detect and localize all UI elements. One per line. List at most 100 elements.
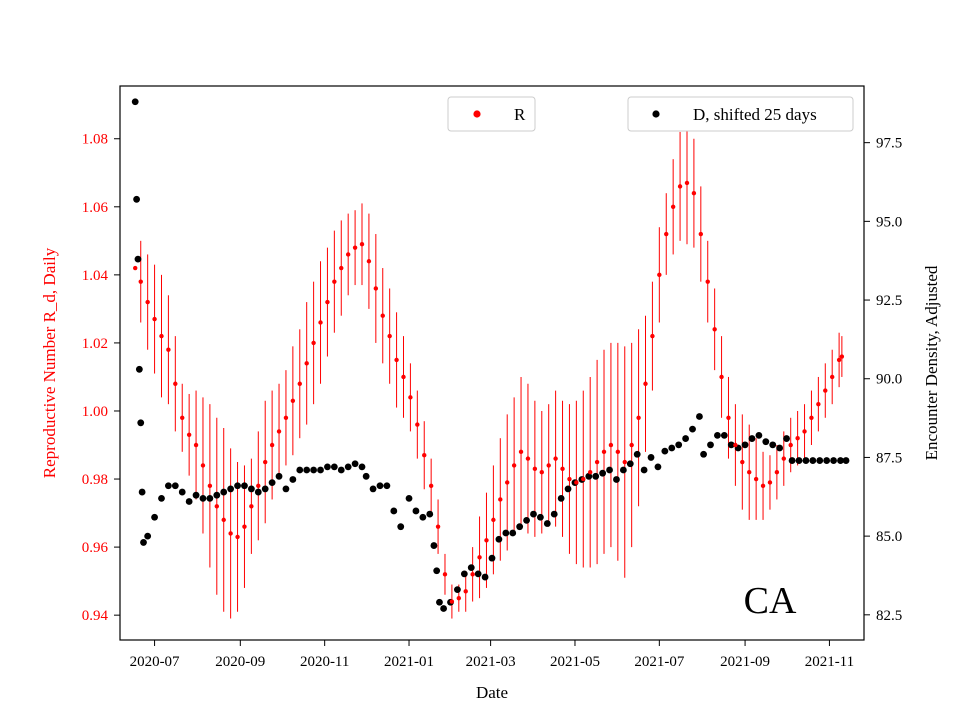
d-point (696, 413, 703, 420)
d-point (626, 460, 634, 468)
d-point (495, 535, 503, 543)
d-point (433, 567, 441, 575)
r-point (456, 595, 462, 601)
r-point (774, 470, 780, 475)
d-point (783, 435, 790, 442)
d-point (606, 466, 613, 474)
d-point (823, 457, 831, 464)
r-point (221, 517, 226, 523)
d-point (474, 570, 482, 578)
d-point (440, 605, 447, 612)
y-right-tick-label: 87.5 (876, 450, 902, 466)
d-point (282, 485, 290, 493)
d-point (261, 485, 269, 493)
r-point (304, 361, 309, 366)
r-point (747, 470, 752, 475)
y-axis-left: 0.94 0.96 0.98 1.00 1.02 1.04 1.06 1.08 (82, 132, 120, 624)
d-point (227, 485, 235, 493)
d-point (557, 494, 565, 502)
r-point (394, 357, 399, 363)
y-axis-right: 82.5 85.0 87.5 90.0 92.5 95.0 97.5 (864, 136, 902, 624)
d-point (178, 488, 186, 496)
x-axis: 2020-07 2020-09 2020-11 2021-01 2021-03 2021-… (130, 640, 854, 670)
r-point (836, 357, 842, 363)
d-point (165, 482, 172, 490)
d-point (254, 488, 262, 496)
r-point (283, 415, 289, 420)
d-point (714, 431, 721, 439)
r-point (463, 589, 468, 594)
d-point (330, 463, 338, 471)
r-point (214, 504, 220, 509)
d-point (550, 510, 558, 518)
r-point (477, 555, 482, 560)
d-series-points (131, 98, 850, 612)
d-point (397, 523, 405, 531)
r-point (712, 327, 717, 332)
d-point (762, 438, 770, 446)
r-point (145, 299, 150, 305)
r-point (166, 347, 171, 352)
r-point (290, 398, 296, 403)
r-point (442, 572, 448, 577)
d-point (362, 472, 370, 480)
d-point (337, 466, 345, 474)
r-point (276, 429, 282, 434)
r-point (726, 415, 731, 420)
r-point (449, 599, 455, 604)
d-point (310, 466, 318, 474)
r-point (643, 381, 648, 386)
r-point (159, 333, 164, 339)
x-tick-label: 2021-11 (805, 654, 854, 670)
r-point (401, 374, 406, 380)
d-point (192, 491, 200, 499)
legend-r-box (447, 96, 536, 132)
r-point (839, 354, 845, 359)
d-point (675, 441, 683, 449)
d-point (619, 466, 627, 474)
r-point (152, 316, 157, 322)
d-point (599, 469, 607, 477)
d-point (412, 507, 420, 515)
r-point (242, 524, 247, 529)
d-point (460, 570, 468, 578)
d-point (296, 466, 304, 474)
d-point (585, 472, 593, 480)
r-point (650, 333, 655, 339)
y-left-tick-label: 1.02 (82, 336, 108, 352)
d-point (390, 507, 398, 515)
d-point (351, 460, 359, 468)
d-point (816, 457, 824, 464)
d-point (138, 488, 146, 496)
y-left-tick-label: 1.04 (82, 268, 109, 284)
d-point (303, 466, 311, 474)
d-point (788, 457, 796, 464)
x-tick-label: 2020-09 (215, 654, 265, 670)
r-point (339, 265, 344, 271)
d-point (488, 554, 496, 562)
x-tick-label: 2021-09 (720, 654, 770, 670)
d-point (795, 457, 803, 464)
x-tick-label: 2020-11 (300, 654, 349, 670)
r-point (691, 190, 697, 196)
plot-frame (119, 85, 865, 641)
d-point (748, 435, 756, 442)
d-point (516, 523, 524, 531)
legend-d-marker (652, 110, 660, 118)
r-point (352, 245, 358, 250)
r-point (505, 480, 510, 485)
x-tick-label: 2020-07 (130, 654, 180, 670)
d-point (344, 463, 352, 471)
r-point (200, 463, 206, 468)
d-point (220, 488, 228, 496)
y-left-tick-label: 1.06 (82, 200, 109, 216)
d-point (837, 457, 844, 464)
x-tick-label: 2021-01 (384, 654, 434, 670)
d-point (317, 466, 324, 474)
r-point (601, 449, 607, 455)
r-point (525, 456, 531, 461)
r-point (698, 231, 704, 237)
d-point (727, 441, 735, 449)
d-point (376, 482, 384, 490)
